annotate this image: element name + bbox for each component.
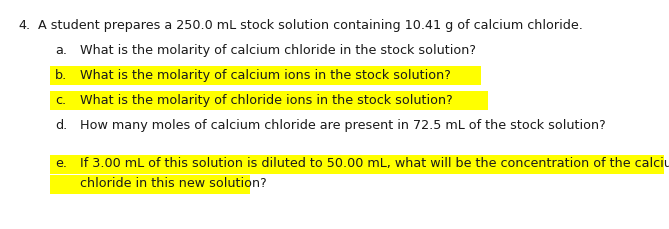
Text: If 3.00 mL of this solution is diluted to 50.00 mL, what will be the concentrati: If 3.00 mL of this solution is diluted t…	[80, 157, 669, 170]
Text: How many moles of calcium chloride are present in 72.5 mL of the stock solution?: How many moles of calcium chloride are p…	[80, 119, 605, 132]
Text: d.: d.	[55, 119, 68, 132]
Text: chloride in this new solution?: chloride in this new solution?	[80, 177, 267, 190]
Bar	[50, 92, 488, 111]
Text: What is the molarity of calcium chloride in the stock solution?: What is the molarity of calcium chloride…	[80, 44, 476, 57]
Text: 4.: 4.	[18, 19, 30, 32]
Bar	[50, 174, 250, 194]
Text: a.: a.	[55, 44, 67, 57]
Text: b.: b.	[55, 69, 68, 82]
Text: What is the molarity of chloride ions in the stock solution?: What is the molarity of chloride ions in…	[80, 94, 453, 107]
Bar	[50, 66, 481, 85]
Text: A student prepares a 250.0 mL stock solution containing 10.41 g of calcium chlor: A student prepares a 250.0 mL stock solu…	[38, 19, 583, 32]
Bar	[50, 155, 664, 174]
Text: e.: e.	[55, 157, 67, 170]
Text: c.: c.	[55, 94, 66, 107]
Text: What is the molarity of calcium ions in the stock solution?: What is the molarity of calcium ions in …	[80, 69, 451, 82]
